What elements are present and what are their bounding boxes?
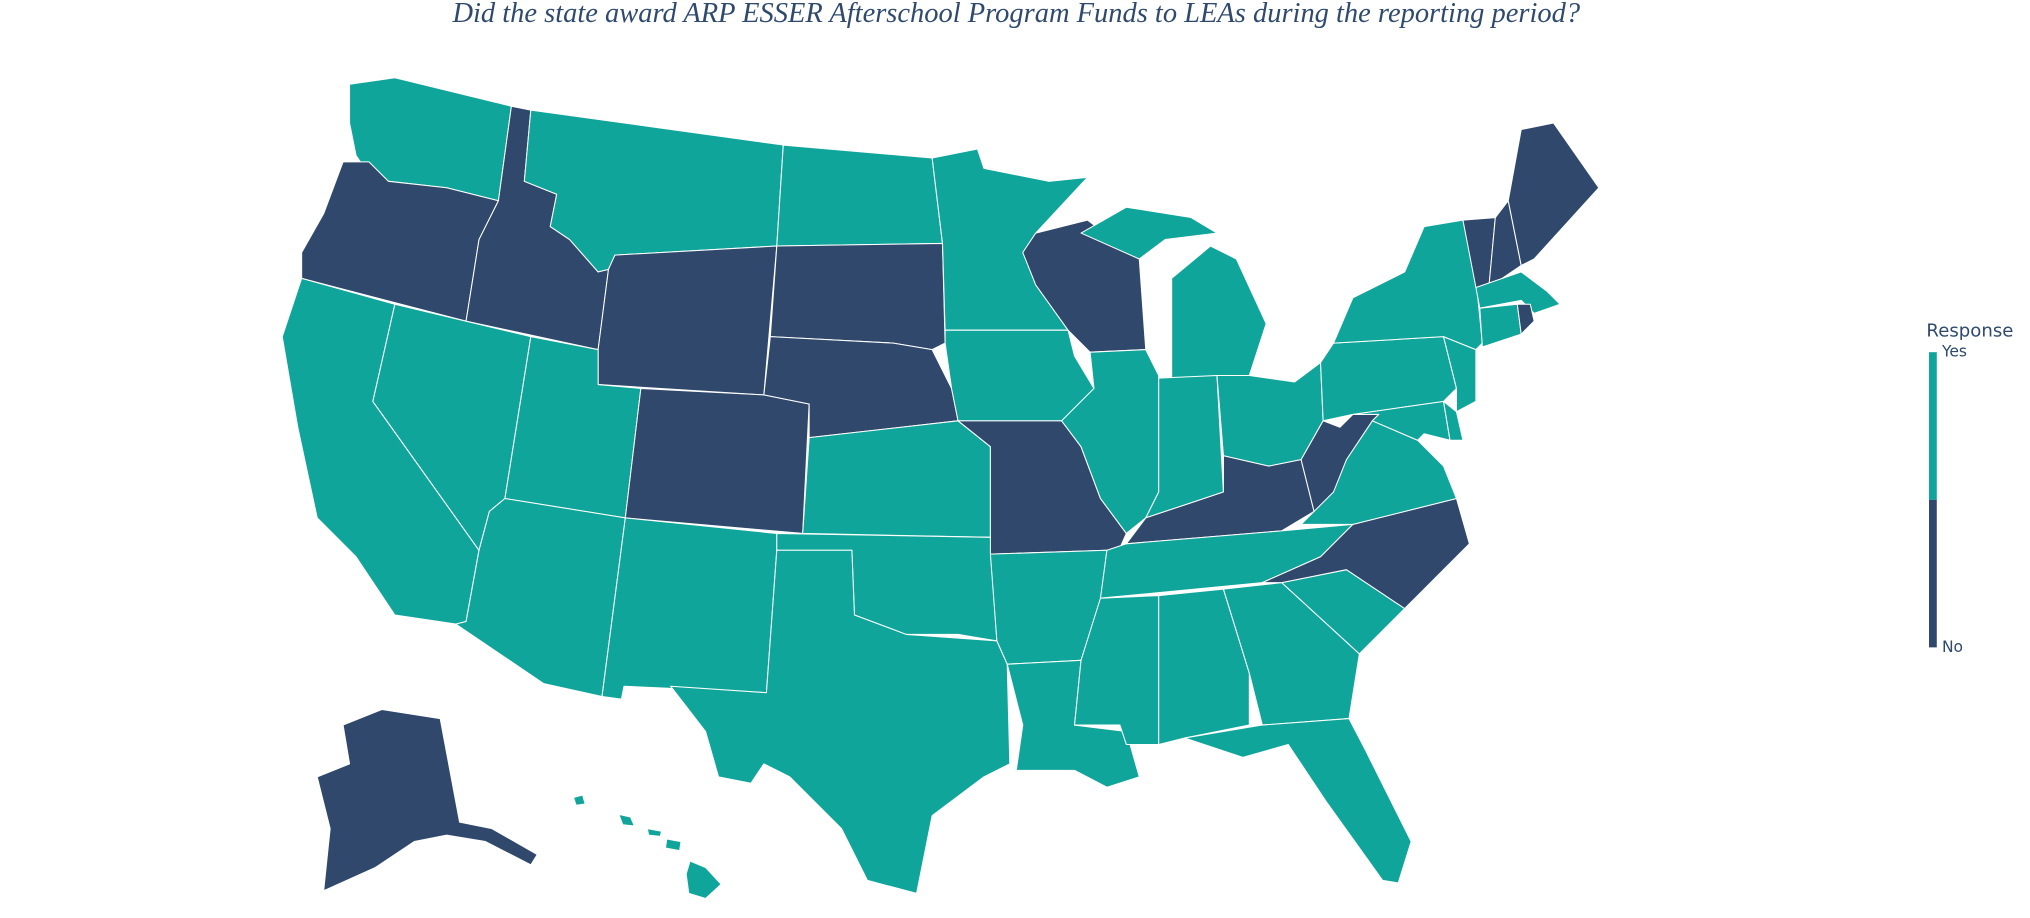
- colorbar-segment: [1929, 499, 1937, 648]
- state-region: [1507, 122, 1600, 266]
- state-region: [1061, 349, 1160, 534]
- state-region: [776, 144, 944, 247]
- state-region: [624, 387, 810, 534]
- state-region: [1516, 303, 1535, 335]
- state-region: [670, 549, 1011, 894]
- state-region: [1332, 219, 1483, 351]
- state-region: [769, 242, 946, 351]
- colorbar: Response Yes No: [1926, 320, 2013, 655]
- colorbar-title: Response: [1926, 320, 2013, 341]
- state-region: [1475, 271, 1561, 314]
- state-region: [1261, 497, 1470, 610]
- state-region: [1479, 303, 1522, 348]
- state-region: [601, 517, 778, 700]
- chart-title: Did the state award ARP ESSER Afterschoo…: [451, 0, 1580, 29]
- state-region: [573, 794, 722, 900]
- state-region: [802, 420, 991, 538]
- state-region: [1443, 400, 1464, 441]
- state-region: [316, 708, 538, 892]
- state-region: [597, 245, 778, 396]
- colorbar-tick-label: Yes: [1941, 343, 1967, 361]
- colorbar-tick-label: No: [1942, 638, 1963, 656]
- state-region: [1184, 718, 1412, 884]
- colorbar-segment: [1929, 352, 1937, 500]
- states: [281, 77, 1600, 900]
